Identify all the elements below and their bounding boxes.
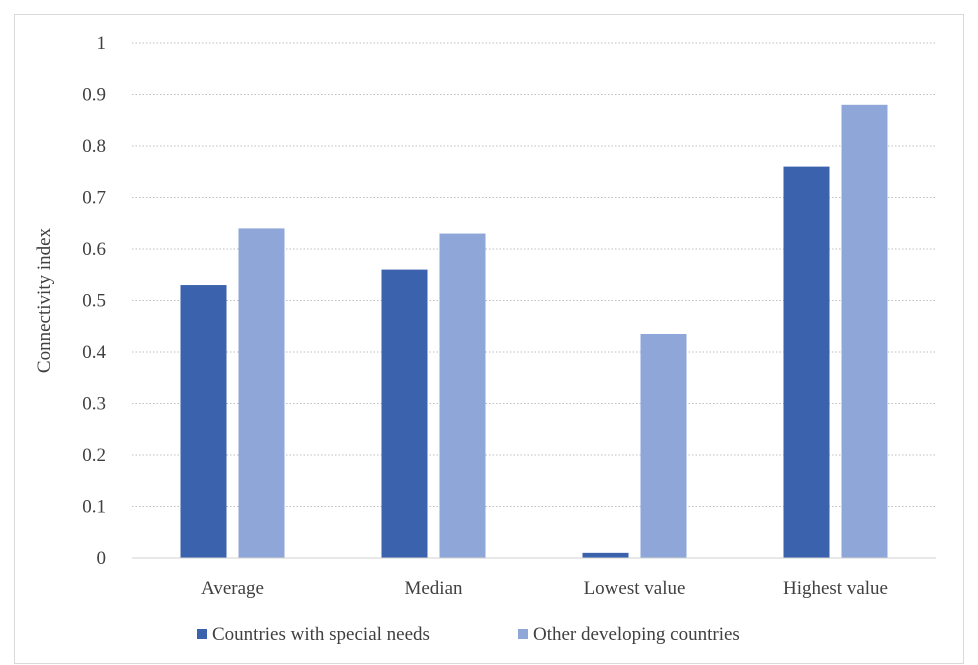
y-tick-label: 0.7 [82,188,106,209]
x-category-label: Median [404,578,463,599]
bar-other-developing-2 [640,333,687,558]
bar-other-developing-1 [439,233,486,559]
bars [180,104,888,559]
y-tick-label: 0.6 [82,239,106,260]
x-category-label: Lowest value [584,578,686,599]
y-tick-label: 0.8 [82,136,106,157]
y-tick-label: 1 [97,33,107,54]
y-tick-label: 0.4 [82,342,106,363]
y-tick-label: 0.1 [82,497,106,518]
x-category-label: Highest value [783,578,888,599]
bar-special-needs-3 [783,166,830,558]
x-category-label: Average [201,578,264,599]
y-tick-label: 0.5 [82,291,106,312]
legend-label: Other developing countries [533,624,740,645]
y-tick-label: 0.2 [82,445,106,466]
legend-swatch [197,629,207,639]
legend-swatch [518,629,528,639]
legend: Countries with special needs Other develo… [197,624,740,645]
y-tick-label: 0.3 [82,394,106,415]
bar-special-needs-2 [582,552,629,558]
bar-special-needs-0 [180,285,227,558]
bar-other-developing-0 [238,228,285,558]
bar-other-developing-3 [841,104,888,559]
y-axis-title: Connectivity index [34,227,55,373]
y-tick-label: 0.9 [82,85,106,106]
bar-special-needs-1 [381,269,428,558]
x-axis-category-labels: Average Median Lowest value Highest value [201,578,888,599]
y-axis-tick-labels: 0 0.1 0.2 0.3 0.4 0.5 0.6 0.7 0.8 0.9 1 [82,33,106,569]
legend-label: Countries with special needs [212,624,430,645]
y-tick-label: 0 [97,548,107,569]
